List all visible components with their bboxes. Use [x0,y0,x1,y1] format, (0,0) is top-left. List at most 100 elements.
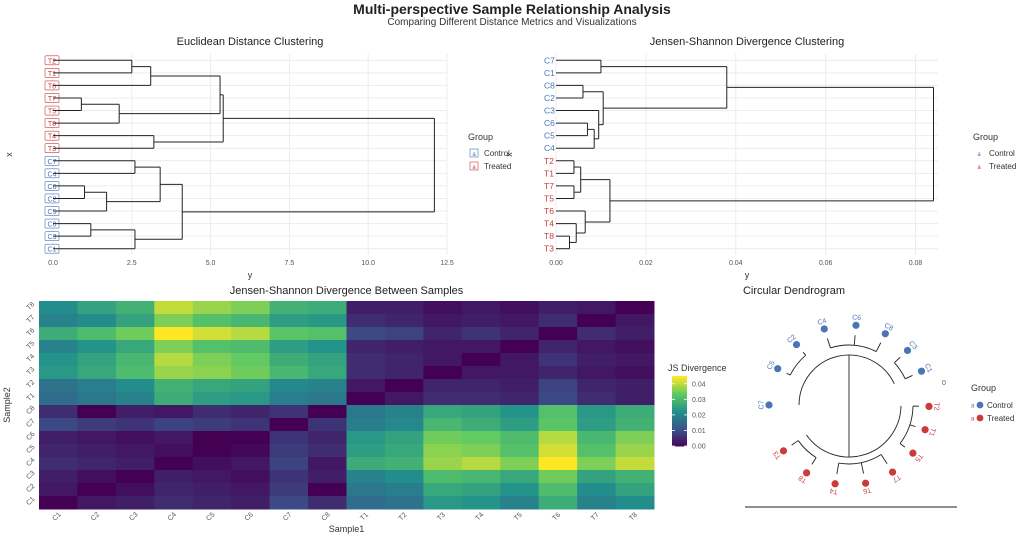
heatmap-cell [269,418,309,432]
leaf-label: C5 [544,131,555,141]
heatmap-cell [308,340,347,354]
heatmap-cell [384,483,424,497]
heatmap-cell [39,366,78,380]
legend-title: Group [973,132,998,142]
heatmap-cell [615,496,655,510]
leaf-label: T6 [48,83,56,90]
heatmap-cell [461,353,501,367]
heatmap-cell [154,470,194,484]
heatmap-cell [77,392,117,406]
x-tick-label: 0.00 [549,260,563,267]
heatmap-cell [384,444,424,458]
colorbar-tick-label: 0.02 [692,412,706,419]
circular-branch [798,354,895,406]
x-tick-label: 5.0 [206,260,216,267]
leaf-label: T6 [862,486,872,495]
heatmap-cell [192,327,232,341]
x-tick-label: 0.04 [729,260,743,267]
leaf-label: T4 [544,219,554,229]
heatmap-cell [346,379,386,393]
circular-branch [797,440,817,458]
heatmap-cell [231,327,271,341]
colorbar-segment [672,414,687,417]
heatmap-cell [192,379,232,393]
y-tick-label: C1 [25,496,36,507]
heatmap-cell [461,366,501,380]
y-tick-label: C3 [25,470,36,481]
colorbar-segment [672,392,687,395]
heatmap-cell [231,431,271,445]
y-axis-label: x [4,152,14,157]
heatmap-cell [423,353,463,367]
heatmap-cell [269,444,309,458]
heatmap-cell [384,418,424,432]
heatmap-cell [538,457,578,471]
heatmap-cell [154,405,194,419]
heatmap-cell [423,314,463,328]
circular-branch [880,454,888,464]
heatmap-cell [538,392,578,406]
heatmap-cell [77,418,117,432]
legend-key-glyph: a [977,152,981,158]
heatmap-cell [346,392,386,406]
leaf-label: C3 [48,234,57,241]
colorbar-segment [672,440,687,443]
heatmap-cell [423,405,463,419]
heatmap-cell [384,327,424,341]
heatmap-cell [192,340,232,354]
leaf-point [862,479,870,487]
heatmap-cell [577,444,617,458]
panel-title: Jensen-Shannon Divergence Clustering [650,36,844,48]
colorbar-segment [672,420,687,423]
leaf-label: T4 [829,487,838,495]
heatmap-cell [500,457,540,471]
panel-title: Circular Dendrogram [743,285,845,297]
x-tick-label: C2 [90,511,101,522]
heatmap-cell [77,457,117,471]
leaf-label: C1 [923,363,933,374]
heatmap-cell [461,444,501,458]
heatmap-cell [192,301,232,315]
heatmap-cell [346,496,386,510]
heatmap-cell [308,483,347,497]
heatmap-cell [231,392,271,406]
colorbar-title: JS Divergence [668,363,727,373]
legend-key [469,161,479,171]
heatmap-cell [192,496,232,510]
heatmap-cell [269,457,309,471]
heatmap-cell [154,314,194,328]
heatmap-cell [615,470,655,484]
legend-item-label: Treated [987,414,1014,423]
colorbar-segment [672,406,687,409]
colorbar-segment [672,434,687,437]
heatmap-cell [39,431,78,445]
x-axis-label: Sample1 [329,524,365,534]
heatmap-cell [500,366,540,380]
heatmap-cell [231,301,271,315]
heatmap-cell [577,327,617,341]
leaf-point [765,401,773,409]
heatmap-cell [461,457,501,471]
leaf-point [792,341,801,349]
heatmap-cell [308,353,347,367]
heatmap-cell [115,340,155,354]
heatmap-cell [500,353,540,367]
colorbar-segment [672,380,687,383]
y-tick-label: T6 [26,327,37,338]
heatmap-cell [308,470,347,484]
circular-branch [811,457,817,465]
heatmap-cell [231,379,271,393]
heatmap-cell [577,353,617,367]
heatmap-cell [192,483,232,497]
heatmap-cell [231,353,271,367]
y-tick-label: T7 [26,314,37,325]
heatmap-cell [77,405,117,419]
heatmap-cell [384,496,424,510]
heatmap-cell [500,431,540,445]
circular-branch [875,342,882,352]
heatmap-cell [77,327,117,341]
heatmap-cell [231,444,271,458]
y-tick-label: T2 [26,379,37,390]
heatmap-cell [538,314,578,328]
main-title: Multi-perspective Sample Relationship An… [353,1,671,17]
